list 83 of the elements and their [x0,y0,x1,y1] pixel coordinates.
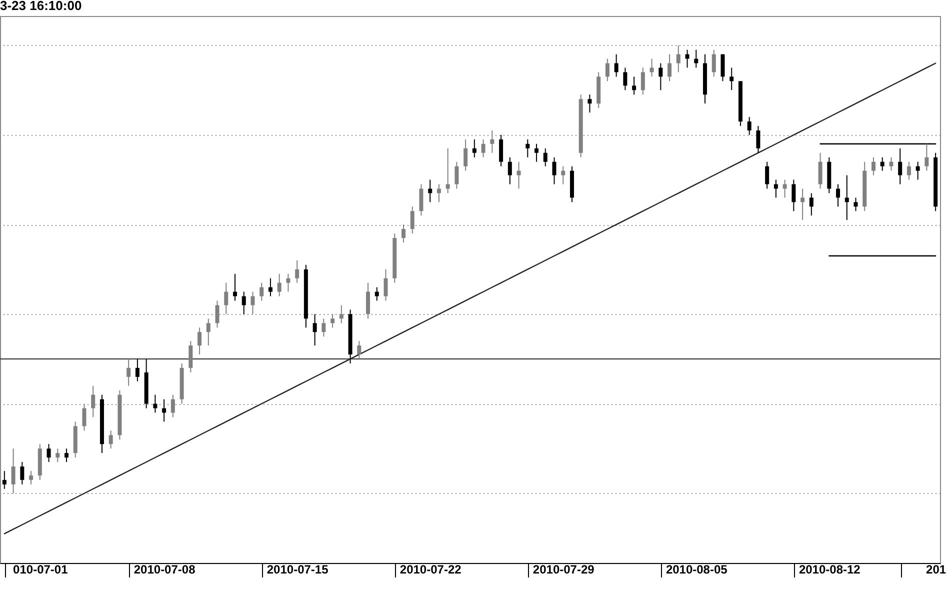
candlestick [472,138,476,158]
candlestick [224,282,228,315]
candlestick [889,156,894,172]
candlestick [818,152,822,190]
candlestick [64,448,69,463]
candlestick [508,156,512,185]
candlestick [384,268,388,302]
candlestick [640,67,645,96]
candlestick [782,179,787,198]
candlestick [428,179,432,203]
candlestick [906,161,911,180]
candlestick [543,148,548,167]
candlestick [605,58,610,82]
x-tick-label: 2010-07-22 [400,562,462,576]
candlestick [880,156,884,172]
candlestick [924,143,929,172]
candlestick [774,179,778,198]
candlestick [534,143,539,162]
candlestick [29,470,34,485]
candlestick [844,174,849,221]
candlestick [747,116,752,136]
candlestick [481,138,486,158]
x-tick-label: 2010-07-08 [134,562,196,576]
candlestick [668,54,672,82]
candlestick [162,398,166,422]
candlestick [552,156,556,185]
candlestick [623,67,628,91]
candlestick [499,134,504,167]
x-tick-label: 2010-07-15 [266,562,329,576]
candlestick [260,282,264,302]
candlestick [312,314,317,346]
candlestick [108,430,113,450]
candlestick [730,67,734,91]
candlestick [898,148,902,185]
x-tick-label: 010-07-01 [13,562,68,576]
x-tick-label: 201 [926,562,946,576]
candlestick [322,318,326,338]
candlestick [454,161,459,190]
x-tick-label: 2010-08-12 [798,562,861,576]
candlestick [800,188,805,221]
candlestick [135,358,140,382]
candlestick [277,273,282,297]
candlestick [632,76,636,96]
candlestick [233,273,237,302]
x-tick-label: 2010-07-29 [532,562,595,576]
candlestick [792,179,796,212]
candlestick [419,184,424,216]
x-tick-label: 2010-08-05 [666,562,728,576]
candlestick [720,54,725,82]
candlestick [650,58,654,78]
candlestick [198,327,202,355]
candlestick [712,49,716,78]
chart-title: 3-23 16:10:00 [0,0,82,13]
candlestick [756,125,760,154]
candlestick [490,130,494,154]
candlestick [809,192,814,216]
candlestick [854,197,858,212]
candlestick [366,282,370,320]
candlestick [588,94,592,114]
candlestick [446,148,450,194]
candlestick [614,54,618,78]
candlestick [242,291,246,315]
candlestick [188,340,193,373]
candlestick [871,156,876,176]
candlestick [295,260,300,284]
candlestick [836,184,840,208]
candlestick [82,403,86,432]
candlestick [765,161,770,190]
candlestick [374,286,379,302]
candlestick [286,273,290,292]
candlestick [464,138,468,172]
candlestick [126,358,131,386]
candlestick [46,444,51,463]
candlestick [658,62,663,91]
candlestick [526,138,530,158]
candlestick [56,448,60,463]
candlestick [20,462,24,485]
candlestick [694,49,698,68]
candlestick [916,161,920,180]
candlestick [2,470,6,490]
candlestick [206,318,210,346]
candlestick [357,340,362,360]
candlestick [436,184,441,203]
